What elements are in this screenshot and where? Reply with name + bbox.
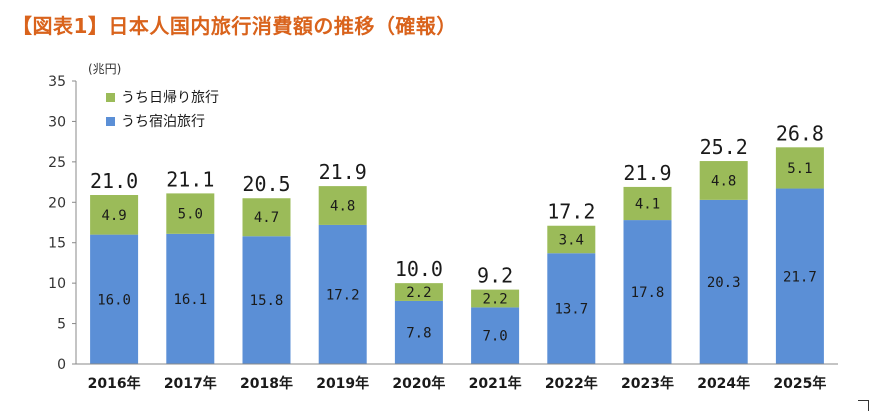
data-label-total: 21.1	[166, 167, 214, 191]
data-label-overnight: 7.8	[406, 325, 431, 341]
y-axis: 0 5 10 15 20 25 30 35	[48, 74, 77, 373]
bar-segment-overnight	[699, 199, 748, 364]
bar-segment-daytrip	[318, 186, 367, 225]
chart-title: 【図表1】日本人国内旅行消費額の推移（確報）	[12, 14, 457, 38]
data-label-overnight: 17.2	[326, 287, 360, 303]
y-axis-unit: (兆円)	[88, 62, 121, 76]
data-label-daytrip: 4.7	[254, 210, 279, 226]
bar-segment-overnight	[166, 233, 215, 364]
y-tick-label: 15	[48, 236, 66, 252]
data-label-total: 21.9	[623, 161, 671, 185]
data-label-daytrip: 2.2	[482, 292, 507, 308]
data-label-total: 21.0	[90, 169, 138, 193]
legend-swatch	[106, 117, 115, 126]
data-label-overnight: 7.0	[482, 329, 507, 345]
bar-segment-overnight	[242, 236, 291, 364]
data-label-overnight: 21.7	[783, 269, 817, 285]
bar-segment-daytrip	[471, 289, 520, 308]
data-label-total: 26.8	[776, 121, 824, 145]
data-label-overnight: 15.8	[250, 293, 284, 309]
y-tick-label: 10	[48, 276, 66, 292]
x-axis: 2016年 2017年 2018年 2019年 2020年 2021年 2022年 2023年…	[76, 363, 838, 392]
y-tick-label: 20	[48, 195, 66, 211]
bar-segment-daytrip	[394, 283, 443, 301]
bar-segment-daytrip	[775, 147, 824, 189]
bar-segment-overnight	[90, 234, 139, 364]
data-label-daytrip: 5.0	[178, 207, 203, 223]
x-tick-label: 2018年	[240, 375, 293, 392]
data-label-total: 10.0	[395, 257, 443, 281]
x-tick-label: 2017年	[164, 375, 217, 392]
bars: 16.0 4.9 21.0 16.1 5.0 21.1 15.8 4.7 20.5 17.2 4.8…	[90, 121, 824, 364]
data-label-daytrip: 4.9	[101, 208, 126, 224]
bar-segment-daytrip	[90, 195, 139, 235]
y-tick-label: 5	[57, 317, 66, 333]
x-tick-label: 2023年	[621, 375, 674, 392]
bar-segment-daytrip	[699, 161, 748, 200]
y-tick-label: 25	[48, 155, 66, 171]
data-label-daytrip: 4.8	[330, 199, 355, 215]
data-label-daytrip: 4.8	[711, 173, 736, 189]
data-label-overnight: 16.0	[97, 292, 131, 308]
bar-segment-overnight	[318, 224, 367, 364]
y-tick-label: 0	[57, 357, 66, 373]
bar-segment-daytrip	[623, 186, 672, 221]
data-label-daytrip: 2.2	[406, 285, 431, 301]
bar-segment-overnight	[623, 220, 672, 364]
data-label-daytrip: 3.4	[559, 232, 584, 248]
bar-segment-overnight	[775, 188, 824, 364]
bar-segment-daytrip	[242, 198, 291, 237]
bar-segment-daytrip	[166, 193, 215, 234]
data-label-total: 20.5	[242, 172, 290, 196]
data-label-overnight: 13.7	[554, 302, 588, 318]
data-label-overnight: 20.3	[707, 275, 741, 291]
x-tick-label: 2021年	[469, 375, 522, 392]
data-label-total: 9.2	[477, 264, 513, 288]
x-tick-label: 2020年	[392, 375, 445, 392]
legend-label: うち宿泊旅行	[121, 113, 205, 130]
x-tick-label: 2016年	[88, 375, 141, 392]
y-tick-label: 30	[48, 114, 66, 130]
x-tick-label: 2022年	[545, 375, 598, 392]
data-label-daytrip: 5.1	[787, 161, 812, 177]
data-label-total: 25.2	[700, 135, 748, 159]
corner-mark	[858, 400, 869, 411]
bar-segment-overnight	[547, 253, 596, 364]
x-tick-label: 2025年	[773, 375, 826, 392]
x-tick-label: 2024年	[697, 375, 750, 392]
data-label-total: 21.9	[319, 160, 367, 184]
data-label-overnight: 17.8	[631, 285, 665, 301]
legend-swatch	[106, 93, 115, 102]
bar-segment-overnight	[394, 300, 443, 364]
bar-segment-overnight	[471, 307, 520, 364]
x-tick-label: 2019年	[316, 375, 369, 392]
bar-segment-daytrip	[547, 225, 596, 254]
data-label-total: 17.2	[547, 200, 595, 224]
legend-label: うち日帰り旅行	[121, 89, 219, 106]
y-tick-label: 35	[48, 74, 66, 90]
data-label-overnight: 16.1	[173, 292, 207, 308]
data-label-daytrip: 4.1	[635, 196, 660, 212]
